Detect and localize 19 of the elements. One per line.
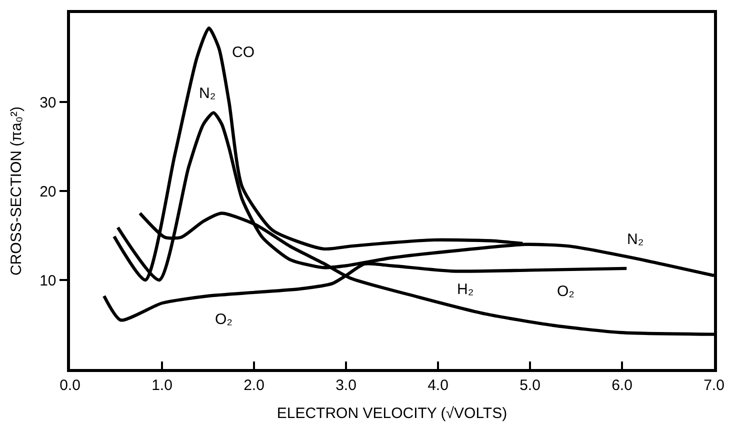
y-tick-label: 10 — [40, 272, 56, 290]
y-axis-title: CROSS-SECTION (πa₀²) — [8, 106, 25, 276]
x-tick-label: 7.0 — [704, 376, 724, 394]
x-tick-label: 3.0 — [336, 376, 356, 394]
x-axis-title: ELECTRON VELOCITY (√VOLTS) — [276, 404, 508, 422]
annotation: O₂ — [557, 283, 575, 300]
series-label: O₂ — [215, 311, 233, 328]
x-tick-label: 0.0 — [60, 376, 80, 394]
series-label: CO — [232, 44, 254, 61]
x-tick-label: 1.0 — [152, 376, 172, 394]
annotation: N₂ — [627, 231, 644, 248]
x-tick-label: 6.0 — [612, 376, 632, 394]
x-tick-label: 2.0 — [244, 376, 264, 394]
y-tick-label: 20 — [40, 183, 56, 200]
series-label: N₂ — [199, 85, 216, 102]
y-tick-label: 30 — [40, 94, 56, 112]
series-label: H₂ — [457, 281, 474, 298]
x-tick-label: 4.0 — [428, 376, 448, 394]
x-tick-label: 5.0 — [520, 376, 540, 394]
